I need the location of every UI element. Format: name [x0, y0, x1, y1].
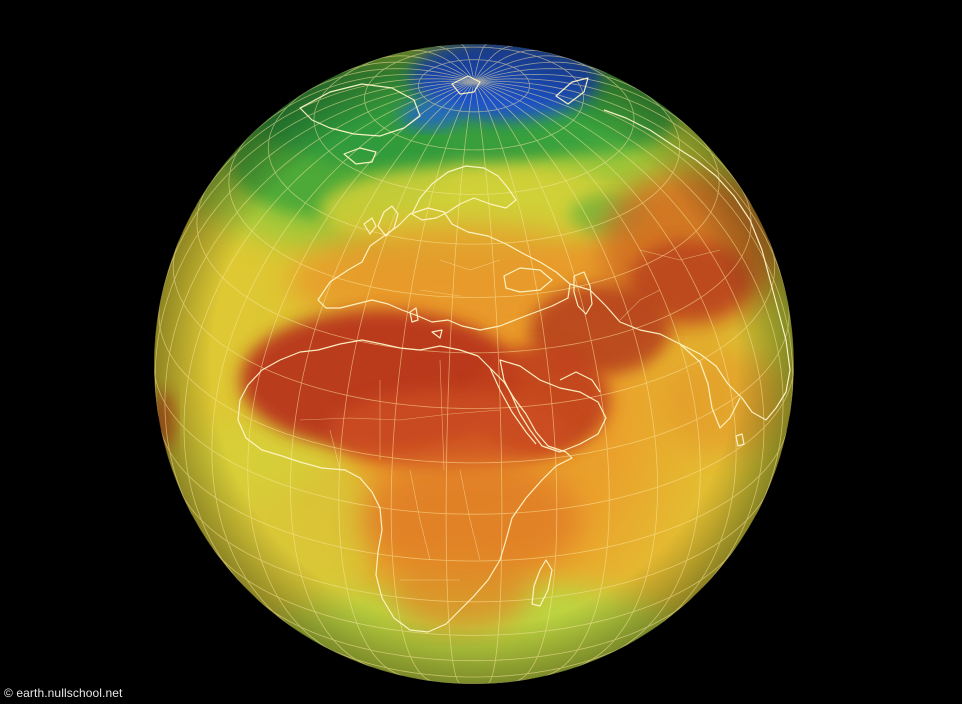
coastline-india	[679, 343, 741, 429]
limb-shade	[154, 44, 794, 684]
graticule-meridian	[473, 81, 558, 682]
graticule-parallel	[172, 240, 776, 409]
graticule-meridian	[473, 68, 650, 97]
graticule-meridian	[183, 81, 475, 589]
graticule-meridian	[445, 81, 475, 684]
graticule-parallel	[158, 301, 790, 464]
graticule-parallel	[160, 430, 788, 562]
coastlines	[237, 75, 791, 633]
graticule-meridian	[473, 78, 753, 206]
graticule-meridian	[473, 49, 542, 82]
coastline-sicily	[431, 329, 443, 339]
graticule-meridian	[473, 80, 789, 303]
graticule-meridian	[406, 49, 475, 82]
coastline-greenland	[299, 83, 421, 137]
graticule-meridian	[290, 81, 475, 668]
graticule-meridian	[340, 61, 475, 82]
coastline-asia	[569, 109, 791, 421]
graticule-meridian	[473, 81, 765, 589]
graticule-meridian	[435, 46, 475, 82]
graticule-parallel	[255, 597, 693, 662]
graticule-meridian	[154, 81, 475, 417]
coastline-red-sea	[489, 367, 537, 445]
coastline-caspian	[573, 271, 593, 315]
country-borders	[299, 249, 721, 581]
graticule-meridian	[390, 81, 475, 682]
graticule-meridian	[159, 80, 475, 303]
temperature-field	[154, 44, 794, 684]
coastline-arabia	[499, 359, 607, 453]
coastline-sri-lanka	[735, 433, 745, 447]
graticule-parallel	[211, 547, 737, 636]
graticule-parallel	[180, 492, 768, 603]
graticule-meridian	[473, 73, 697, 135]
graticule-meridian	[338, 81, 475, 677]
graticule-meridian	[298, 68, 475, 97]
coastline-novaya-zemlya	[555, 77, 589, 105]
graticule-meridian	[473, 55, 572, 82]
coastline-black-sea	[503, 267, 553, 293]
globe-outline	[153, 43, 795, 685]
graticule-parallel	[318, 643, 630, 678]
graticule-meridian	[473, 81, 701, 653]
coastline-scandinavia	[411, 165, 517, 221]
graticule-parallel	[196, 184, 752, 354]
graticule-meridian	[473, 81, 737, 628]
graticule-meridian	[473, 46, 513, 82]
graticule-meridian	[211, 81, 475, 628]
graticule-parallel	[416, 678, 532, 684]
coastline-ireland	[363, 217, 377, 235]
graticule-meridian	[195, 78, 475, 206]
coastline-africa	[237, 339, 573, 633]
coastline-uk	[377, 205, 399, 237]
coastline-iceland	[343, 147, 377, 165]
graticule-meridian	[473, 61, 608, 82]
graticule-meridian	[473, 81, 784, 515]
coastline-sardinia	[409, 307, 419, 323]
graticule-meridian	[164, 81, 475, 515]
coastline-persian-gulf	[559, 371, 601, 393]
graticule-meridian	[473, 81, 503, 684]
graticule-meridian	[376, 55, 475, 82]
graticule-meridian	[473, 81, 610, 677]
graticule-parallel	[267, 86, 681, 245]
graticule-parallel	[154, 366, 794, 515]
graticule-meridian	[460, 44, 475, 82]
attribution-credit[interactable]: © earth.nullschool.net	[4, 686, 123, 700]
graticule-meridian	[473, 44, 488, 82]
coastline-madagascar	[531, 559, 553, 607]
graticule-meridian	[473, 81, 794, 417]
coastline-svalbard	[451, 75, 481, 95]
graticule-meridian	[473, 81, 658, 668]
graticule-parallel	[228, 133, 720, 298]
graticule-meridian	[251, 73, 475, 135]
